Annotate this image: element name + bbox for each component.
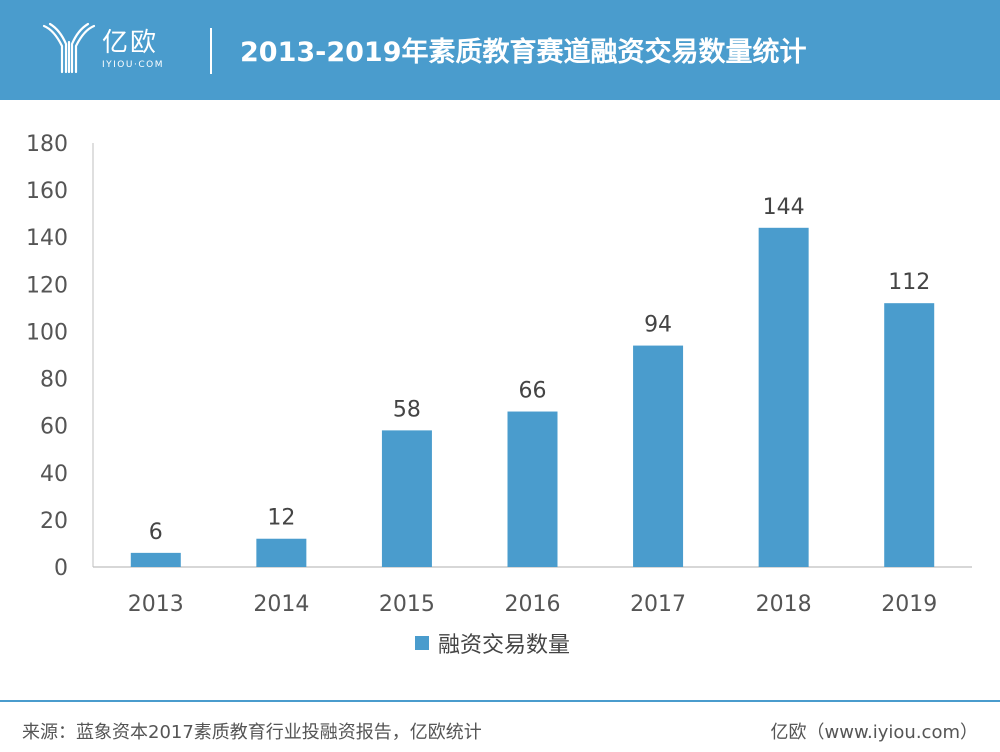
bar: [759, 228, 809, 567]
data-label: 6: [149, 520, 163, 545]
y-tick-label: 120: [26, 273, 68, 298]
bar: [633, 346, 683, 567]
bar-chart: 0 20 40 60 80 100 120 140 160 180 6 2013 12 2014 58 201…: [0, 100, 1000, 690]
bar: [131, 553, 181, 567]
x-tick-label: 2016: [505, 592, 561, 617]
y-tick-label: 0: [54, 556, 68, 581]
bar: [884, 303, 934, 567]
logo: 亿欧 IYIOU·COM: [40, 18, 180, 82]
data-label: 66: [519, 379, 547, 404]
data-label: 144: [763, 195, 805, 220]
bar: [508, 412, 558, 567]
y-tick-label: 20: [40, 509, 68, 534]
x-tick-label: 2017: [630, 592, 686, 617]
y-tick-label: 80: [40, 368, 68, 393]
x-tick-label: 2018: [756, 592, 812, 617]
page-title: 2013-2019年素质教育赛道融资交易数量统计: [240, 30, 807, 69]
x-tick-label: 2013: [128, 592, 184, 617]
legend-label: 融资交易数量: [438, 633, 570, 658]
y-tick-label: 140: [26, 226, 68, 251]
x-tick-label: 2014: [253, 592, 309, 617]
y-tick-label: 160: [26, 179, 68, 204]
data-label: 94: [644, 313, 672, 338]
x-tick-label: 2015: [379, 592, 435, 617]
header-divider: [210, 28, 212, 74]
logo-text: 亿欧: [102, 22, 158, 59]
logo-mark-icon: [40, 20, 98, 76]
y-tick-label: 180: [26, 132, 68, 157]
logo-subtext: IYIOU·COM: [102, 60, 164, 70]
data-label: 112: [888, 270, 930, 295]
x-tick-label: 2019: [881, 592, 937, 617]
legend-swatch: [415, 636, 429, 650]
data-label: 12: [267, 506, 295, 531]
y-tick-label: 100: [26, 320, 68, 345]
bar: [256, 539, 306, 567]
source-note: 来源：蓝象资本2017素质教育行业投融资报告，亿欧统计: [22, 718, 482, 744]
bar: [382, 430, 432, 567]
footer-divider: [0, 700, 1000, 702]
y-tick-label: 60: [40, 415, 68, 440]
y-tick-label: 40: [40, 462, 68, 487]
data-label: 58: [393, 397, 421, 422]
header-banner: 亿欧 IYIOU·COM 2013-2019年素质教育赛道融资交易数量统计: [0, 0, 1000, 100]
brand-note: 亿欧（www.iyiou.com）: [771, 718, 978, 744]
